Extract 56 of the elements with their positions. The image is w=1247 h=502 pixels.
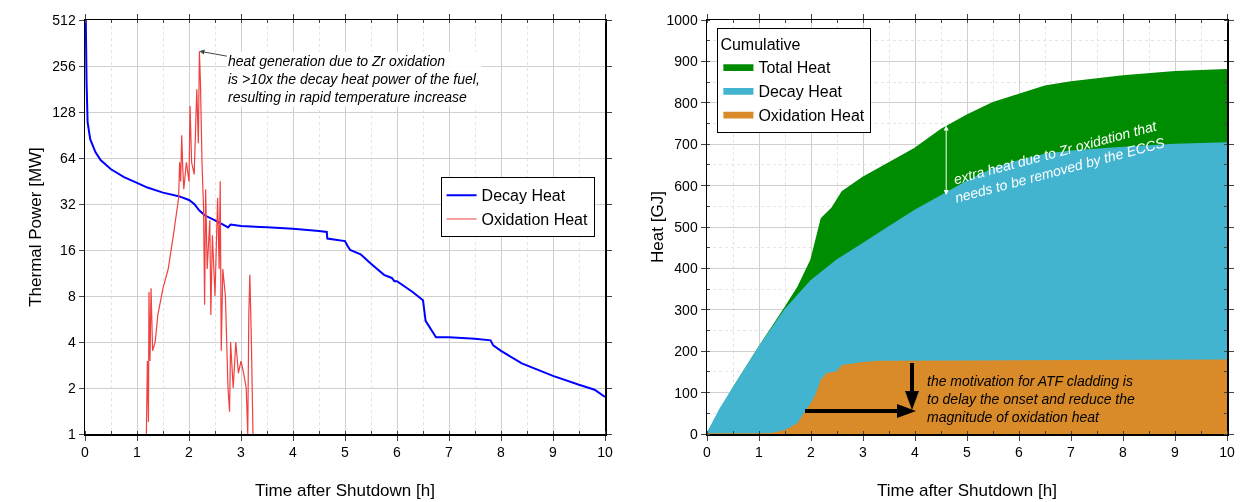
annotation: the motivation for ATF cladding is to delay the onset and reduce the magnitude of oxidation heat — [927, 373, 1136, 426]
x-tick-label: 9 — [1171, 444, 1180, 461]
x-tick-label: 3 — [859, 444, 868, 461]
y-tick-label: 8 — [67, 287, 76, 304]
y-tick-label: 4 — [67, 333, 76, 350]
x-tick-label: 0 — [703, 444, 712, 461]
y-axis-title: Heat [GJ] — [647, 191, 667, 263]
y-tick-label: 64 — [60, 149, 76, 166]
legend-label: Total Heat — [758, 59, 831, 77]
x-tick-label: 4 — [289, 444, 298, 461]
y-tick-label: 200 — [674, 343, 698, 360]
y-tick-label: 128 — [52, 103, 76, 120]
legend-label: Decay Heat — [481, 187, 566, 205]
x-tick-label: 8 — [1119, 444, 1128, 461]
line-series — [85, 20, 605, 398]
x-axis-title: Time after Shutdown [h] — [255, 480, 435, 500]
y-tick-label: 700 — [674, 136, 698, 153]
x-tick-label: 3 — [237, 444, 246, 461]
x-tick-label: 2 — [807, 444, 816, 461]
x-tick-label: 4 — [911, 444, 920, 461]
x-tick-label: 7 — [1067, 444, 1076, 461]
legend-title: Cumulative — [720, 36, 801, 54]
x-tick-label: 2 — [185, 444, 194, 461]
y-tick-label: 32 — [60, 195, 76, 212]
legend-label: Oxidation Heat — [758, 106, 865, 124]
y-tick-label: 1000 — [666, 11, 698, 28]
x-tick-label: 6 — [1015, 444, 1024, 461]
x-tick-label: 0 — [81, 444, 90, 461]
x-tick-label: 10 — [597, 444, 613, 461]
annotation: heat generation due to Zr oxidation is >10x the decay heat power of the fuel, resulting in rapid temperature increase — [228, 53, 480, 106]
y-tick-label: 900 — [674, 53, 698, 70]
x-axis-title: Time after Shutdown [h] — [877, 480, 1057, 500]
y-tick-label: 300 — [674, 301, 698, 318]
x-tick-label: 6 — [393, 444, 402, 461]
y-tick-label: 16 — [60, 241, 76, 258]
x-tick-label: 1 — [755, 444, 764, 461]
x-tick-label: 1 — [133, 444, 142, 461]
y-tick-label: 256 — [52, 57, 76, 74]
y-tick-label: 800 — [674, 94, 698, 111]
legend-label: Oxidation Heat — [481, 211, 588, 229]
x-tick-label: 9 — [549, 444, 558, 461]
y-tick-label: 512 — [52, 11, 76, 28]
x-tick-label: 5 — [963, 444, 972, 461]
y-tick-label: 1 — [67, 425, 76, 442]
legend-label: Decay Heat — [758, 83, 843, 101]
y-tick-label: 0 — [689, 425, 698, 442]
y-tick-label: 2 — [67, 379, 76, 396]
y-tick-label: 400 — [674, 260, 698, 277]
x-tick-label: 10 — [1219, 444, 1235, 461]
y-tick-label: 500 — [674, 218, 698, 235]
y-tick-label: 600 — [674, 177, 698, 194]
x-tick-label: 7 — [445, 444, 454, 461]
y-axis-title: Thermal Power [MW] — [25, 147, 45, 307]
x-tick-label: 8 — [497, 444, 506, 461]
x-tick-label: 5 — [341, 444, 350, 461]
y-tick-label: 100 — [674, 384, 698, 401]
